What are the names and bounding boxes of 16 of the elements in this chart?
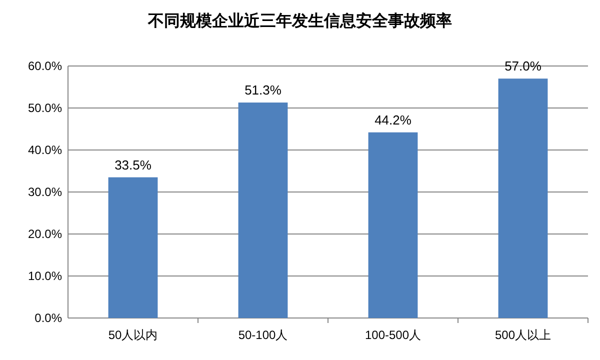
x-tick-label: 100-500人 [364,328,422,342]
chart-title: 不同规模企业近三年发生信息安全事故频率 [147,11,452,30]
data-label: 33.5% [114,157,152,172]
y-tick-label: 0.0% [34,311,62,325]
y-tick-label: 50.0% [28,101,62,115]
data-label: 57.0% [504,58,542,74]
y-tick-label: 30.0% [28,185,62,199]
x-tick-label: 500人以上 [494,328,552,342]
data-label: 51.3% [244,82,282,98]
y-tick-label: 20.0% [28,227,62,241]
data-label: 44.2% [374,112,412,128]
x-tick-label: 50-100人 [238,328,288,342]
y-tick-label: 10.0% [28,269,62,283]
x-tick-label: 50人以内 [108,328,158,342]
y-tick-label: 40.0% [28,143,62,157]
y-tick-label: 60.0% [28,59,62,73]
